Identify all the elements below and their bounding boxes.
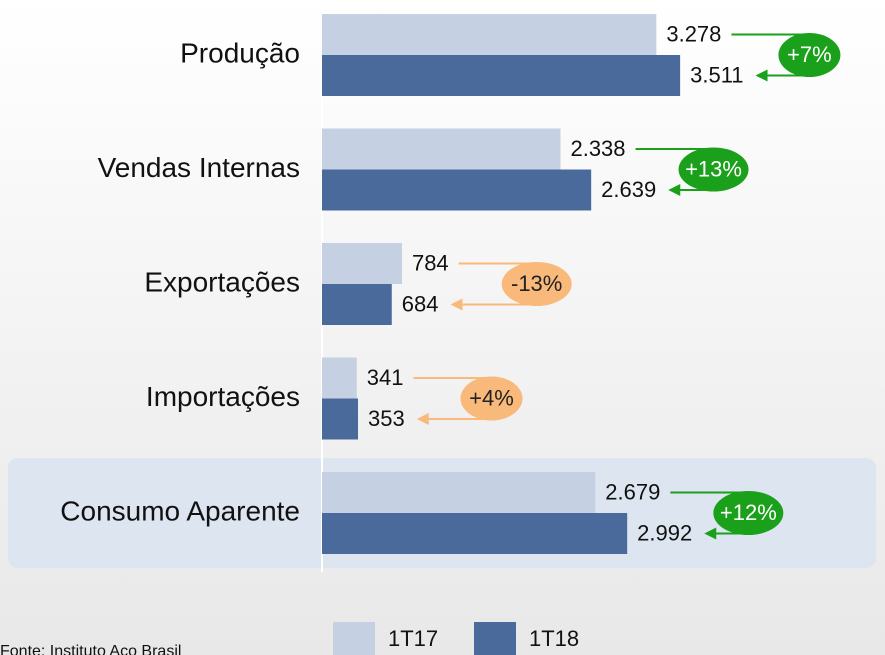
bar: [322, 55, 681, 96]
arrow-head: [668, 184, 681, 196]
bar: [322, 128, 561, 170]
arrow-head: [416, 413, 429, 425]
value-label: 2.679: [605, 479, 660, 504]
bar: [322, 513, 628, 554]
arrow-head: [755, 69, 768, 82]
bar: [322, 357, 357, 399]
change-label: +4%: [469, 385, 514, 410]
source: Fonte: Instituto Aço Brasil: [0, 643, 181, 655]
bar: [322, 472, 596, 513]
category-label: Consumo Aparente: [60, 495, 300, 526]
change-badge: [713, 491, 784, 535]
bar: [322, 284, 392, 325]
legend-swatch: [474, 622, 516, 655]
value-label: 3.511: [690, 62, 743, 87]
change-label: +12%: [720, 500, 777, 525]
value-label: 2.992: [637, 520, 692, 545]
change-badge: [678, 147, 749, 192]
category-label: Exportações: [144, 266, 300, 297]
bar: [322, 169, 592, 211]
value-label: 3.278: [666, 21, 721, 46]
change-label: -13%: [511, 271, 562, 296]
legend-swatch: [333, 622, 375, 655]
bar: [322, 398, 359, 440]
legend-label: 1T18: [529, 626, 579, 651]
bar: [322, 14, 657, 55]
change-badge: [460, 376, 523, 421]
value-label: 2.338: [570, 136, 625, 161]
value-label: 684: [402, 291, 439, 316]
bar: [322, 243, 402, 284]
category-label: Importações: [146, 381, 300, 412]
change-badge: [501, 262, 572, 306]
value-label: 341: [367, 365, 404, 390]
value-label: 2.639: [601, 177, 656, 202]
change-label: +7%: [787, 42, 832, 67]
change-badge: [778, 33, 841, 77]
category-label: Vendas Internas: [98, 152, 300, 183]
arrow-head: [704, 527, 717, 540]
change-label: +13%: [685, 156, 742, 181]
category-label: Produção: [180, 37, 300, 68]
arrow-head: [450, 298, 463, 311]
legend-label: 1T17: [388, 626, 438, 651]
value-label: 353: [368, 406, 405, 431]
value-label: 784: [412, 250, 449, 275]
